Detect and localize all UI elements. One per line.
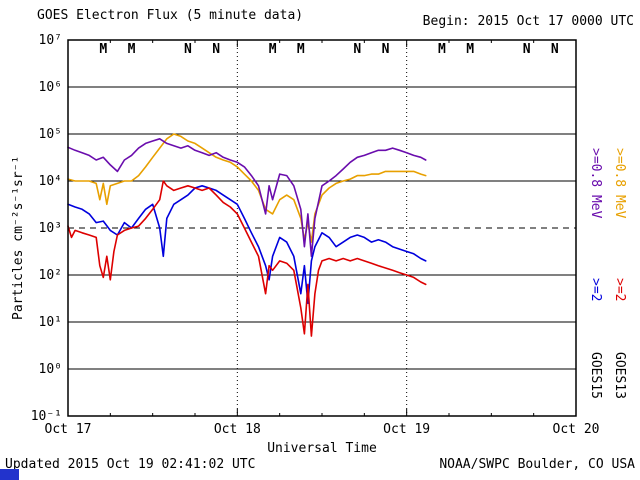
svg-text:N: N — [523, 42, 531, 57]
chart-title: GOES Electron Flux (5 minute data) — [37, 8, 304, 23]
bottom-left-accent-strip — [0, 469, 19, 480]
legend-goes13-name: GOES13 — [612, 352, 627, 399]
source-label: NOAA/SWPC Boulder, CO USA — [439, 457, 635, 472]
svg-text:M: M — [99, 42, 107, 57]
legend-goes15-e08: >=0.8 MeV — [588, 148, 603, 219]
svg-text:N: N — [382, 42, 390, 57]
svg-text:Oct 19: Oct 19 — [383, 422, 430, 437]
svg-text:M: M — [128, 42, 136, 57]
svg-text:10⁷: 10⁷ — [39, 33, 62, 48]
svg-text:M: M — [269, 42, 277, 57]
svg-text:N: N — [353, 42, 361, 57]
svg-text:M: M — [438, 42, 446, 57]
svg-text:10⁴: 10⁴ — [39, 174, 62, 189]
svg-text:N: N — [184, 42, 192, 57]
svg-text:10²: 10² — [39, 268, 62, 283]
svg-text:10³: 10³ — [39, 221, 62, 236]
svg-text:10⁰: 10⁰ — [39, 362, 62, 377]
begin-timestamp-label: Begin: 2015 Oct 17 0000 UTC — [422, 14, 634, 29]
svg-text:N: N — [212, 42, 220, 57]
svg-text:10⁵: 10⁵ — [39, 127, 62, 142]
svg-text:10⁻¹: 10⁻¹ — [31, 409, 62, 424]
updated-timestamp-label: Updated 2015 Oct 19 02:41:02 UTC — [5, 457, 256, 472]
svg-text:Oct 17: Oct 17 — [45, 422, 92, 437]
svg-text:Oct 18: Oct 18 — [214, 422, 261, 437]
svg-text:10⁶: 10⁶ — [39, 80, 62, 95]
legend-goes13-e2: >=2 — [612, 278, 627, 302]
legend-goes15-name: GOES15 — [588, 352, 603, 399]
legend-goes15-e2: >=2 — [588, 278, 603, 302]
svg-text:Oct 20: Oct 20 — [553, 422, 600, 437]
legend-goes13-e08: >=0.8 MeV — [612, 148, 627, 219]
svg-text:M: M — [466, 42, 474, 57]
svg-text:M: M — [297, 42, 305, 57]
y-axis-label: Particles cm⁻²s⁻¹sr⁻¹ — [11, 155, 26, 320]
svg-text:10¹: 10¹ — [39, 315, 62, 330]
svg-text:N: N — [551, 42, 559, 57]
x-axis-label: Universal Time — [267, 441, 377, 456]
